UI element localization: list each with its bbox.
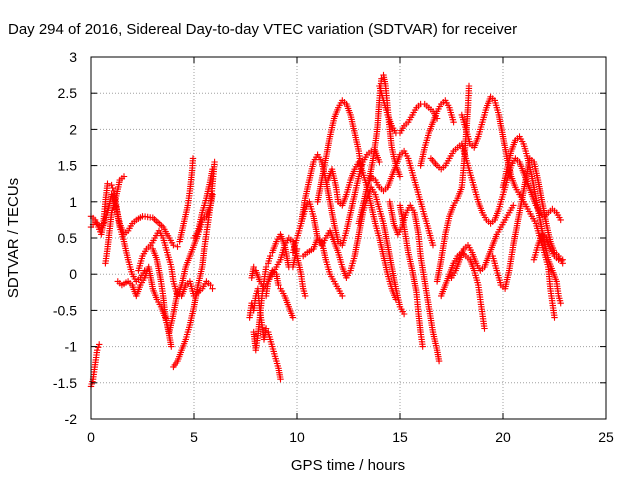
x-tick-labels: 0 5 10 15 20 25 xyxy=(87,429,614,445)
y-tick-label: 3 xyxy=(69,49,77,65)
series-track-29 xyxy=(448,202,517,281)
y-tick-label: 0.5 xyxy=(58,230,78,246)
x-tick-label: 20 xyxy=(495,429,511,445)
series-track-27 xyxy=(433,82,473,285)
series-track-31 xyxy=(489,155,566,292)
series-track-04 xyxy=(102,173,128,267)
y-tick-label: -2 xyxy=(65,411,78,427)
data-point xyxy=(339,292,346,300)
axis-ticks xyxy=(90,56,607,420)
data-point xyxy=(559,256,566,263)
data-point xyxy=(262,325,270,332)
series-track-20 xyxy=(365,71,404,184)
x-tick-label: 5 xyxy=(190,429,198,445)
data-point xyxy=(277,376,284,383)
data-point xyxy=(95,344,102,351)
x-tick-label: 10 xyxy=(289,429,305,445)
y-tick-label: 1.5 xyxy=(58,158,78,174)
data-point xyxy=(168,343,175,350)
y-tick-label: -1.5 xyxy=(53,375,77,391)
series-track-17 xyxy=(314,97,365,205)
data-point xyxy=(250,263,257,271)
data-point xyxy=(510,202,517,209)
data-point xyxy=(481,325,488,332)
series-track-22 xyxy=(355,147,437,249)
data-point xyxy=(396,173,404,180)
series-track-13 xyxy=(250,231,301,354)
y-tick-label: -1 xyxy=(65,339,78,355)
data-point xyxy=(94,347,101,354)
series-track-05 xyxy=(114,263,216,336)
series-track-07 xyxy=(149,245,175,350)
x-tick-label: 25 xyxy=(598,429,614,445)
data-points xyxy=(87,71,566,390)
data-point xyxy=(120,173,128,180)
data-point xyxy=(302,292,309,300)
series-track-24 xyxy=(396,202,426,350)
series-track-18 xyxy=(300,234,346,300)
series-track-16 xyxy=(297,147,383,249)
data-point xyxy=(209,166,216,173)
series-track-08 xyxy=(170,158,218,371)
data-point xyxy=(450,119,457,126)
data-point xyxy=(465,82,473,90)
chart-title: Day 294 of 2016, Sidereal Day-to-day VTE… xyxy=(8,21,517,38)
series-track-23 xyxy=(386,198,443,365)
data-point xyxy=(400,310,408,318)
series-track-19 xyxy=(324,158,400,303)
data-point xyxy=(557,300,564,307)
y-tick-label: 2.5 xyxy=(58,85,78,101)
data-point xyxy=(289,314,297,321)
series-track-25 xyxy=(417,97,457,169)
data-point xyxy=(174,243,181,250)
data-point xyxy=(267,252,274,260)
data-point xyxy=(209,191,216,198)
data-point xyxy=(96,341,103,348)
y-tick-label: 2 xyxy=(69,121,77,137)
data-point xyxy=(419,343,426,350)
data-point xyxy=(376,158,383,166)
y-axis-label: SDTVAR / TECUs xyxy=(5,178,22,298)
data-point xyxy=(392,296,400,303)
data-point xyxy=(429,242,437,249)
data-point xyxy=(551,314,558,321)
series-track-28 xyxy=(438,249,488,332)
series-track-33 xyxy=(530,231,566,263)
data-point xyxy=(557,216,564,224)
data-point xyxy=(207,281,214,289)
data-point xyxy=(209,285,216,292)
data-point xyxy=(293,245,301,253)
data-point xyxy=(189,155,197,162)
series-track-10 xyxy=(190,166,216,242)
x-tick-label: 15 xyxy=(392,429,408,445)
data-point xyxy=(108,181,115,189)
y-tick-label: 0 xyxy=(69,266,77,282)
data-point xyxy=(275,281,282,289)
series-track-32 xyxy=(499,133,564,307)
data-point xyxy=(211,158,218,166)
y-tick-label: -0.5 xyxy=(53,302,77,318)
x-axis-label: GPS time / hours xyxy=(291,457,405,474)
series-track-06 xyxy=(135,191,216,300)
data-point xyxy=(435,357,443,365)
data-point xyxy=(262,263,270,271)
y-tick-label: 1 xyxy=(69,194,77,210)
y-tick-labels: -2 -1.5 -1 -0.5 0 0.5 1 1.5 2 2.5 3 xyxy=(53,49,77,427)
data-point xyxy=(104,180,111,187)
series-track-14 xyxy=(262,267,297,321)
series-track-09 xyxy=(176,155,197,245)
data-point xyxy=(170,242,177,249)
data-point xyxy=(109,184,116,192)
x-tick-label: 0 xyxy=(87,429,95,445)
